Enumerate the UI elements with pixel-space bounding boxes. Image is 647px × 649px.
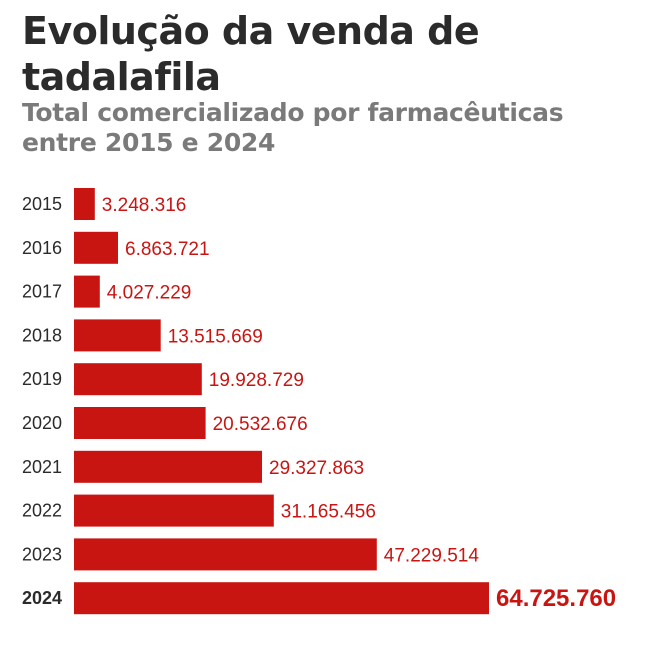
chart-subtitle: Total comercializado por farmacêuticas e… [22,98,564,157]
year-label-2015: 2015 [22,194,62,214]
year-label-2022: 2022 [22,501,62,521]
value-label-2015: 3.248.316 [102,195,187,216]
year-label-2024: 2024 [22,588,62,608]
year-label-2020: 2020 [22,413,62,433]
bar-2020 [74,407,206,439]
bar-2015 [74,188,95,220]
value-label-2018: 13.515.669 [168,326,263,347]
year-label-2021: 2021 [22,457,62,477]
year-label-2016: 2016 [22,238,62,258]
value-label-2021: 29.327.863 [269,458,364,479]
bar-2016 [74,231,118,264]
bar-2018 [74,319,161,352]
value-label-2017: 4.027.229 [107,283,192,304]
year-label-2018: 2018 [22,325,62,345]
year-label-2019: 2019 [22,369,62,389]
value-label-2016: 6.863.721 [125,239,210,260]
bar-2022 [74,494,274,527]
value-label-2019: 19.928.729 [209,370,304,391]
value-label-2023: 47.229.514 [384,545,480,566]
year-label-2017: 2017 [22,282,62,302]
bar-2019 [74,363,202,396]
bar-2024 [74,582,489,615]
value-label-2020: 20.532.676 [213,414,308,435]
chart-title: Evolução da venda de tadalafila [22,9,480,99]
value-label-2022: 31.165.456 [281,502,376,523]
bar-2023 [74,538,377,571]
year-label-2023: 2023 [22,544,62,564]
bar-2021 [74,450,262,483]
value-label-2024: 64.725.760 [496,585,616,612]
bar-2017 [74,275,100,308]
